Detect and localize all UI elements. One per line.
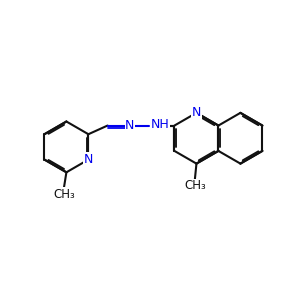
Text: N: N — [192, 106, 201, 119]
Text: NH: NH — [150, 118, 169, 131]
Text: CH₃: CH₃ — [53, 188, 75, 201]
Text: N: N — [84, 153, 93, 166]
Text: N: N — [125, 119, 135, 132]
Text: CH₃: CH₃ — [184, 179, 206, 192]
